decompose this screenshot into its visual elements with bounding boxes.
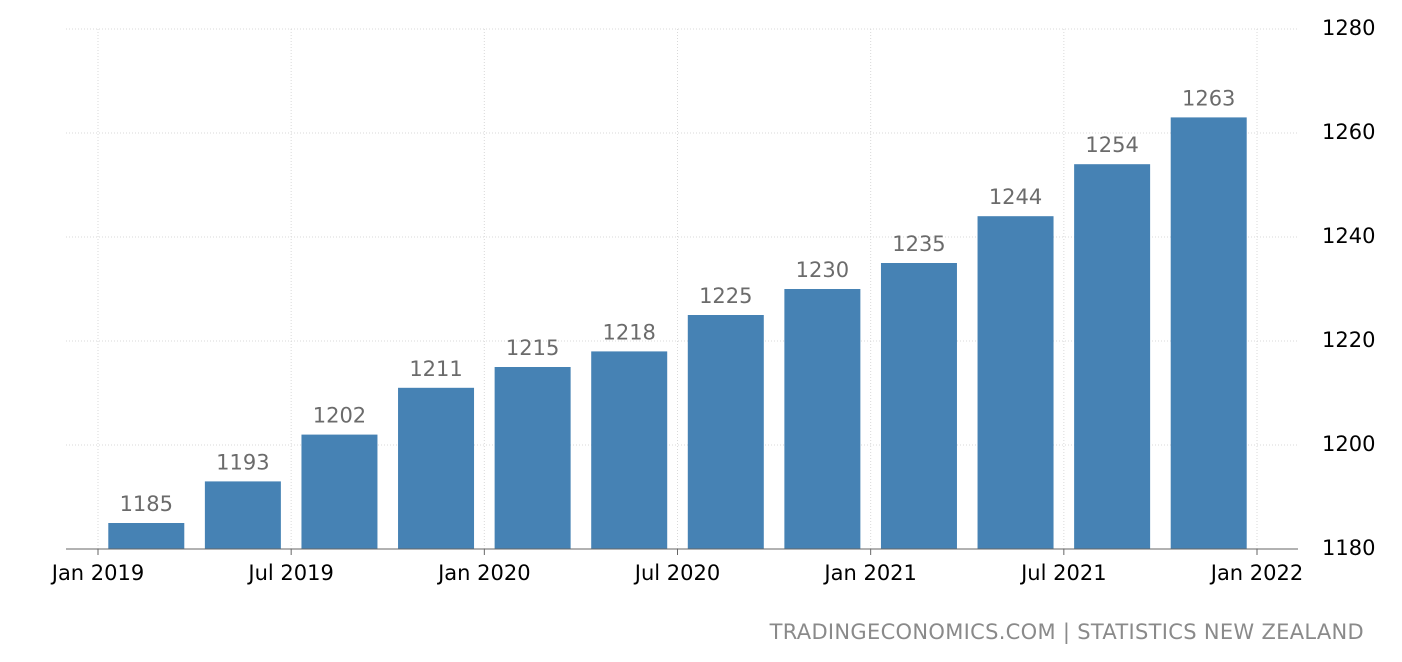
bar-value-label: 1263 <box>1182 86 1235 110</box>
bar <box>204 481 281 549</box>
x-axis: Jan 2019 Jul 2019 Jan 2020 Jul 2020 Jan 2021… <box>50 548 1304 585</box>
bar-value-label: 1254 <box>1085 133 1138 157</box>
bar-value-label: 1185 <box>120 492 173 516</box>
bar-value-label: 1225 <box>699 284 752 308</box>
bars-layer <box>108 117 1247 550</box>
y-tick-label: 1280 <box>1322 16 1375 40</box>
bar <box>880 263 957 549</box>
x-tick-label: Jan 2019 <box>50 561 145 585</box>
source-attribution: TRADINGECONOMICS.COM | STATISTICS NEW ZE… <box>769 620 1364 644</box>
bar-value-label: 1193 <box>216 450 269 474</box>
bar <box>977 216 1054 549</box>
bar <box>398 387 475 549</box>
y-tick-label: 1260 <box>1322 120 1375 144</box>
bar <box>1170 117 1247 550</box>
y-tick-label: 1180 <box>1322 536 1375 560</box>
y-tick-label: 1200 <box>1322 432 1375 456</box>
x-tick-label: Jan 2022 <box>1209 561 1304 585</box>
x-tick-label: Jul 2020 <box>633 561 720 585</box>
x-tick-label: Jan 2020 <box>436 561 531 585</box>
bar <box>591 351 668 549</box>
bar <box>108 523 185 549</box>
bar-value-label: 1202 <box>313 404 366 428</box>
bar-value-label: 1218 <box>602 320 655 344</box>
labels-layer: 1185 1193 1202 1211 1215 1218 1225 1230 1235 1244… <box>120 86 1236 516</box>
bar-value-label: 1211 <box>409 357 462 381</box>
bar-value-label: 1235 <box>892 232 945 256</box>
x-tick-label: Jul 2019 <box>246 561 333 585</box>
y-tick-label: 1240 <box>1322 224 1375 248</box>
y-axis: 1180 1200 1220 1240 1260 1280 <box>1322 16 1375 560</box>
bar <box>687 315 764 549</box>
x-tick-label: Jan 2021 <box>822 561 917 585</box>
bar-value-label: 1244 <box>989 185 1042 209</box>
bar <box>494 367 571 549</box>
bar-value-label: 1230 <box>796 258 849 282</box>
y-tick-label: 1220 <box>1322 328 1375 352</box>
bar <box>784 289 861 549</box>
bar <box>1074 164 1151 549</box>
bar <box>301 434 378 549</box>
bar-value-label: 1215 <box>506 336 559 360</box>
x-tick-label: Jul 2021 <box>1019 561 1106 585</box>
